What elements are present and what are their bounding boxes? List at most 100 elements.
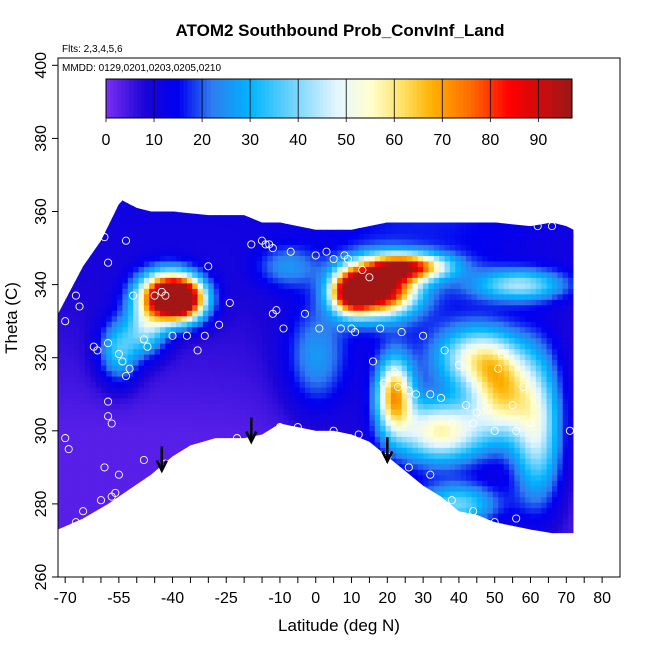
field-cell — [444, 343, 451, 350]
field-cell — [401, 244, 408, 251]
field-cell — [288, 529, 295, 534]
field-cell — [111, 518, 118, 525]
field-cell — [455, 447, 462, 454]
field-cell — [439, 452, 446, 459]
field-cell — [310, 321, 317, 328]
field-cell — [304, 381, 311, 388]
field-cell — [358, 392, 365, 399]
field-cell — [176, 359, 183, 366]
field-cell — [471, 474, 478, 481]
field-cell — [117, 381, 124, 388]
field-cell — [229, 343, 236, 350]
field-cell — [331, 469, 338, 476]
field-cell — [138, 200, 145, 207]
field-cell — [380, 480, 387, 487]
field-cell — [455, 502, 462, 509]
field-cell — [283, 200, 290, 207]
field-cell — [347, 321, 354, 328]
field-cell — [245, 326, 252, 333]
field-cell — [138, 211, 145, 218]
field-cell — [267, 343, 274, 350]
field-cell — [364, 496, 371, 503]
field-cell — [176, 507, 183, 514]
field-cell — [165, 321, 172, 328]
field-cell — [294, 474, 301, 481]
field-cell — [245, 381, 252, 388]
field-cell — [84, 502, 91, 509]
field-cell — [106, 200, 113, 202]
field-cell — [84, 524, 91, 531]
field-cell — [138, 414, 145, 421]
field-cell — [251, 513, 258, 520]
field-cell — [347, 337, 354, 344]
field-cell — [176, 304, 183, 311]
field-cell — [385, 233, 392, 240]
field-cell — [278, 485, 285, 492]
field-cell — [79, 343, 86, 350]
field-cell — [68, 315, 75, 322]
field-cell — [186, 282, 193, 289]
field-cell — [68, 452, 75, 459]
field-cell — [74, 200, 81, 202]
field-cell — [412, 200, 419, 207]
field-cell — [90, 211, 97, 218]
field-cell — [449, 441, 456, 448]
field-cell — [117, 529, 124, 534]
field-cell — [288, 299, 295, 306]
field-cell — [283, 255, 290, 262]
field-cell — [127, 255, 134, 262]
field-cell — [58, 375, 64, 383]
field-cell — [267, 447, 274, 454]
field-cell — [154, 321, 161, 328]
field-cell — [342, 304, 349, 311]
field-cell — [165, 414, 172, 421]
field-cell — [111, 430, 118, 437]
field-cell — [342, 397, 349, 404]
field-cell — [262, 392, 269, 399]
field-cell — [58, 244, 64, 251]
field-cell — [213, 277, 220, 284]
field-cell — [390, 463, 397, 470]
field-cell — [304, 266, 311, 273]
field-cell — [364, 469, 371, 476]
field-cell — [315, 266, 322, 273]
field-cell — [315, 375, 322, 383]
field-cell — [106, 282, 113, 289]
field-cell — [272, 326, 279, 333]
field-cell — [111, 502, 118, 509]
field-cell — [90, 190, 96, 196]
field-cell — [229, 299, 236, 306]
field-cell — [310, 375, 317, 383]
field-cell — [127, 436, 134, 443]
field-cell — [192, 480, 199, 487]
field-cell — [396, 485, 403, 492]
field-cell — [213, 496, 220, 503]
field-cell — [219, 359, 226, 366]
field-cell — [396, 458, 403, 465]
field-cell — [444, 518, 451, 525]
field-cell — [423, 266, 430, 273]
field-cell — [90, 206, 97, 213]
field-cell — [149, 244, 156, 251]
field-cell — [449, 200, 456, 207]
field-cell — [181, 403, 188, 410]
field-cell — [245, 529, 252, 534]
field-cell — [267, 408, 274, 415]
field-cell — [154, 227, 161, 235]
field-cell — [160, 266, 166, 273]
field-cell — [262, 414, 269, 421]
field-cell — [186, 244, 193, 251]
field-cell — [428, 299, 435, 306]
field-cell — [358, 293, 365, 300]
field-cell — [165, 233, 172, 240]
field-cell — [235, 249, 242, 256]
field-cell — [202, 403, 209, 410]
field-cell — [267, 315, 274, 322]
field-cell — [342, 507, 349, 514]
field-cell — [278, 408, 285, 415]
field-cell — [95, 348, 102, 355]
field-cell — [197, 249, 204, 256]
field-cell — [380, 392, 387, 399]
field-cell — [219, 255, 226, 262]
field-cell — [299, 255, 306, 262]
